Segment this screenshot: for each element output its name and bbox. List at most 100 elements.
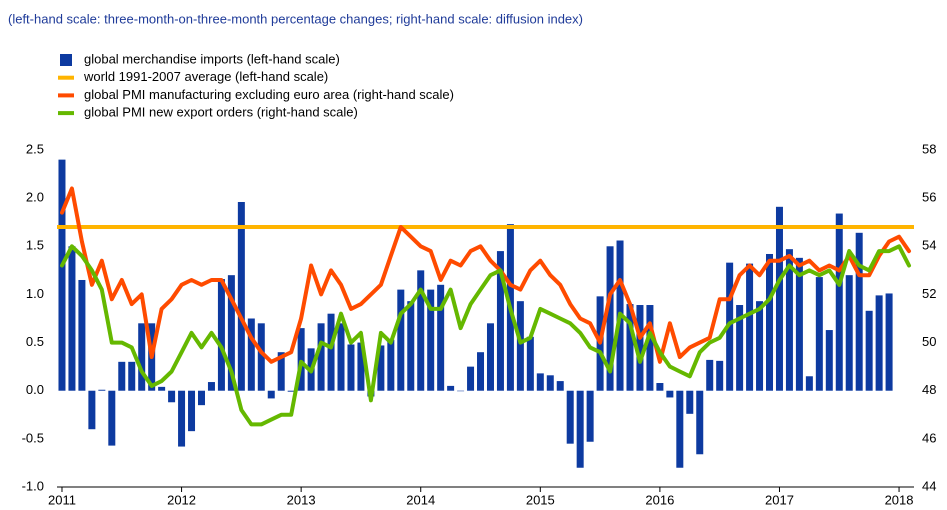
bar <box>716 360 724 391</box>
bar <box>158 386 166 391</box>
bar <box>825 330 833 391</box>
bar <box>676 390 684 468</box>
bar <box>546 375 554 391</box>
legend-label: global PMI manufacturing excluding euro … <box>84 87 454 102</box>
bar <box>666 390 674 398</box>
bar <box>586 390 594 442</box>
bar <box>486 323 494 391</box>
legend-swatch <box>60 54 72 66</box>
x-tick-label: 2018 <box>885 492 914 507</box>
bar <box>875 295 883 391</box>
bar <box>865 310 873 391</box>
bar <box>377 345 385 391</box>
bar <box>118 361 126 391</box>
bar <box>457 390 465 392</box>
x-tick-label: 2016 <box>645 492 674 507</box>
bar <box>746 263 754 391</box>
y-tick-label: -0.5 <box>22 430 44 445</box>
bar <box>756 301 764 391</box>
legend-label: global merchandise imports (left-hand sc… <box>84 51 340 66</box>
bar <box>736 305 744 391</box>
y-tick-label: 2.5 <box>26 141 44 156</box>
bar <box>626 304 634 391</box>
bar <box>287 390 295 392</box>
bar <box>327 313 335 391</box>
x-tick-label: 2017 <box>765 492 794 507</box>
bar <box>357 342 365 391</box>
bar <box>297 328 305 391</box>
x-tick-label: 2012 <box>167 492 196 507</box>
bar <box>178 390 186 447</box>
bar <box>437 284 445 391</box>
bar <box>168 390 176 403</box>
bar <box>98 389 106 391</box>
bar <box>815 277 823 391</box>
bar <box>227 275 235 391</box>
bar <box>407 301 415 391</box>
bar <box>267 390 275 399</box>
bar <box>237 201 245 391</box>
y-tick-label: 1.0 <box>26 286 44 301</box>
y2-tick-label: 46 <box>922 430 936 445</box>
bar <box>447 385 455 391</box>
bar <box>467 366 475 391</box>
bar <box>247 318 255 391</box>
x-tick-label: 2014 <box>406 492 435 507</box>
bar <box>387 339 395 391</box>
bar <box>88 390 96 430</box>
y2-tick-label: 52 <box>922 286 936 301</box>
x-tick-label: 2013 <box>287 492 316 507</box>
x-tick-label: 2011 <box>48 492 76 507</box>
bar <box>606 246 614 391</box>
bar <box>855 232 863 391</box>
bar <box>347 344 355 391</box>
bar <box>397 289 405 391</box>
bar <box>885 293 893 391</box>
chart-subtitle: (left-hand scale: three-month-on-three-m… <box>8 11 583 26</box>
bar <box>138 323 146 391</box>
bar <box>257 323 265 391</box>
y2-tick-label: 58 <box>922 141 936 156</box>
bar <box>845 275 853 391</box>
bar <box>516 301 524 391</box>
bar <box>766 253 774 391</box>
bar <box>217 279 225 391</box>
line <box>60 244 911 427</box>
y-tick-label: -1.0 <box>22 478 44 493</box>
y-tick-label: 0.5 <box>26 334 44 349</box>
bar <box>706 359 714 391</box>
bar <box>197 390 205 406</box>
bar <box>207 382 215 391</box>
bar <box>805 376 813 391</box>
y2-tick-label: 56 <box>922 190 936 205</box>
bar <box>785 249 793 391</box>
bar <box>427 289 435 391</box>
bar <box>646 305 654 391</box>
bar <box>277 352 285 391</box>
bar <box>656 383 664 391</box>
y2-tick-label: 50 <box>922 334 936 349</box>
y-tick-label: 0.0 <box>26 382 44 397</box>
line <box>60 186 911 364</box>
bar <box>108 390 116 446</box>
y2-tick-label: 54 <box>922 238 936 253</box>
bar <box>78 279 86 391</box>
bar <box>536 373 544 391</box>
bar <box>775 206 783 391</box>
y2-tick-label: 48 <box>922 382 936 397</box>
bar <box>317 323 325 391</box>
bar <box>496 251 504 391</box>
y-tick-label: 2.0 <box>26 190 44 205</box>
bar <box>128 361 136 391</box>
bar <box>556 381 564 391</box>
bar <box>477 352 485 391</box>
bar <box>835 213 843 391</box>
x-tick-label: 2015 <box>526 492 555 507</box>
legend-label: global PMI new export orders (right-hand… <box>84 105 358 120</box>
bar <box>576 390 584 468</box>
bar <box>337 323 345 391</box>
bar <box>68 246 76 391</box>
bar <box>795 257 803 391</box>
bar <box>636 305 644 391</box>
